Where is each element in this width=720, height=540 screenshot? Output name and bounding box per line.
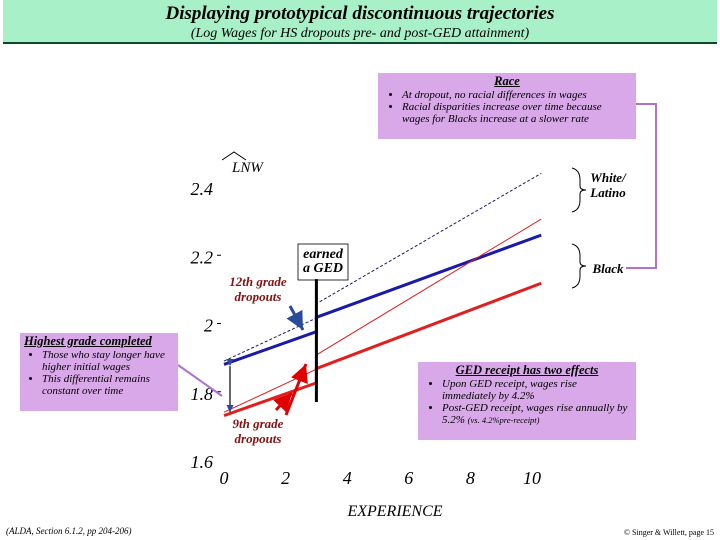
y-tick-label: 2.2: [191, 247, 214, 267]
ged-box: GED receipt has two effects Upon GED rec…: [418, 362, 636, 440]
x-tick-label: 8: [466, 468, 475, 488]
grade-box-heading: Highest grade completed: [24, 334, 152, 348]
y-axis-label: LNW: [231, 160, 264, 176]
x-tick-label: 2: [281, 468, 290, 488]
race-bullet-2: Racial disparities increase over time be…: [402, 101, 630, 125]
y-axis-hat: [221, 151, 247, 161]
x-axis-label: EXPERIENCE: [346, 503, 442, 520]
grade-connector: [177, 364, 223, 397]
footer-copyright: © Singer & Willett, page 15: [623, 528, 714, 537]
ged-bullet-2: Post-GED receipt, wages rise annually by…: [442, 402, 630, 426]
white-latino-brace: [571, 167, 587, 213]
ged-box-bullets: Upon GED receipt, wages rise immediately…: [424, 378, 630, 426]
x-tick-label: 0: [220, 468, 229, 488]
slide-title: Displaying prototypical discontinuous tr…: [165, 3, 555, 24]
header-banner: Displaying prototypical discontinuous tr…: [3, 0, 717, 44]
grade-box-bullets: Those who stay longer have higher initia…: [24, 349, 174, 397]
grade12-label: 12th grade dropouts: [229, 274, 287, 304]
black-brace: [571, 243, 587, 289]
grade12-arrow: [286, 305, 305, 331]
x-tick-label: 10: [523, 468, 541, 488]
ged-box-heading: GED receipt has two effects: [455, 363, 599, 377]
grade9-label: 9th grade dropouts: [233, 416, 284, 446]
white-latino-label: White/Latino: [589, 170, 627, 200]
earned-ged-label: earned a GED: [303, 247, 344, 276]
slide-subtitle: (Log Wages for HS dropouts pre- and post…: [190, 26, 530, 41]
x-tick-label: 4: [343, 468, 352, 488]
x-tick-label: 6: [404, 468, 413, 488]
y-tick-label: 2.4: [191, 179, 214, 199]
ged-bullet-2-text: Post-GED receipt, wages rise annually by…: [442, 402, 628, 426]
y-tick-label: 1.8: [191, 384, 214, 404]
grade9-arrow-2: [284, 363, 308, 416]
grade-bullet-1: Those who stay longer have higher initia…: [42, 349, 174, 373]
y-tick-label: 1.6: [191, 452, 214, 472]
ged-bullet-1: Upon GED receipt, wages rise immediately…: [442, 378, 630, 402]
grade-bullet-2: This differential remains constant over …: [42, 373, 174, 397]
ged-bullet-2-note: (vs. 4.2%pre-receipt): [467, 415, 540, 425]
series-line-1: [223, 172, 542, 362]
race-box: Race At dropout, no racial differences i…: [378, 73, 636, 139]
grade-box: Highest grade completed Those who stay l…: [20, 333, 178, 411]
earned-ged-box: [297, 243, 349, 281]
footer-citation: (ALDA, Section 6.1.2, pp 204-206): [6, 526, 132, 536]
grade9-arrow-1: [273, 391, 294, 413]
black-label: Black: [591, 261, 624, 276]
race-box-bullets: At dropout, no racial differences in wag…: [384, 89, 630, 125]
y-tick-label: 2: [204, 316, 213, 336]
race-bullet-1: At dropout, no racial differences in wag…: [402, 89, 630, 101]
race-box-heading: Race: [494, 74, 520, 88]
